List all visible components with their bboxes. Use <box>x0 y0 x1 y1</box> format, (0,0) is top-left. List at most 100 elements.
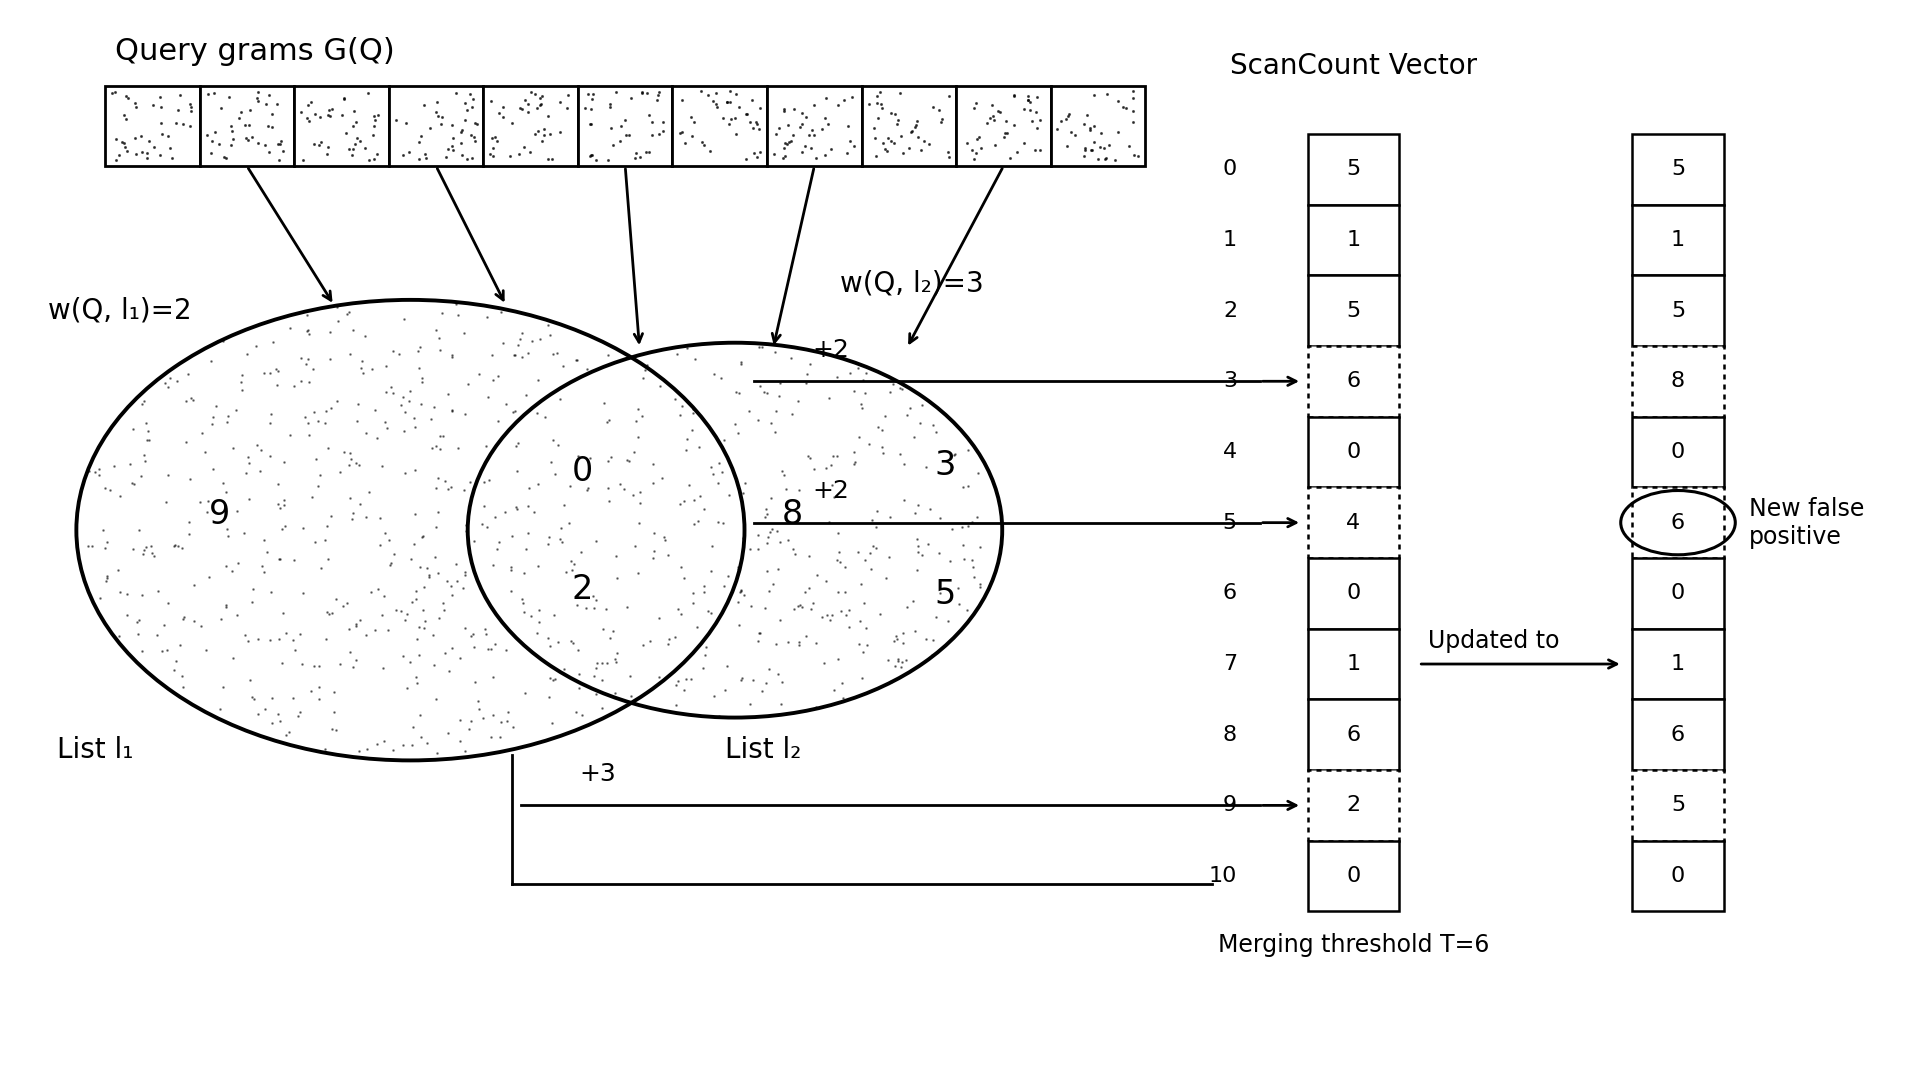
Point <box>111 88 141 105</box>
Point <box>237 129 267 146</box>
Point <box>1025 111 1056 129</box>
Point <box>145 99 176 116</box>
Point <box>533 150 563 167</box>
Point <box>496 115 527 132</box>
Point <box>601 84 632 101</box>
Point <box>477 139 508 156</box>
Text: 0: 0 <box>1670 866 1686 886</box>
Point <box>722 86 752 103</box>
Point <box>695 142 725 160</box>
Point <box>519 86 550 103</box>
Point <box>508 138 538 155</box>
Bar <box>1308 134 1399 205</box>
Point <box>162 102 193 119</box>
Point <box>145 114 176 131</box>
Point <box>647 122 678 139</box>
Bar <box>1632 417 1724 487</box>
Point <box>670 135 701 152</box>
Point <box>1107 99 1138 116</box>
Point <box>865 95 895 112</box>
Bar <box>105 86 200 166</box>
Point <box>886 85 916 102</box>
Point <box>447 121 477 138</box>
Text: 5: 5 <box>934 578 956 610</box>
Text: w(Q, l₁)=2: w(Q, l₁)=2 <box>48 297 191 325</box>
Text: 6: 6 <box>1670 513 1686 532</box>
Point <box>99 84 130 101</box>
Point <box>832 145 863 162</box>
Point <box>139 138 170 155</box>
Bar <box>483 86 578 166</box>
Point <box>304 136 334 153</box>
Point <box>359 112 389 130</box>
Bar <box>1632 558 1724 629</box>
Point <box>767 100 798 117</box>
Point <box>523 122 554 139</box>
Text: 6: 6 <box>1346 725 1361 744</box>
Bar <box>1632 699 1724 770</box>
Point <box>483 105 514 122</box>
Point <box>1050 110 1080 127</box>
Point <box>1119 114 1149 131</box>
Point <box>598 136 628 153</box>
Point <box>487 99 517 116</box>
Point <box>120 130 151 147</box>
Text: 3: 3 <box>934 450 956 482</box>
Point <box>724 99 754 116</box>
Point <box>685 82 716 100</box>
Point <box>155 139 185 156</box>
Text: Query grams G(Q): Query grams G(Q) <box>115 37 395 66</box>
Point <box>809 147 840 164</box>
Point <box>109 138 139 155</box>
Point <box>101 152 132 169</box>
Text: 0: 0 <box>1670 442 1686 462</box>
Point <box>97 85 128 102</box>
Point <box>1079 117 1109 134</box>
Point <box>716 93 746 110</box>
Point <box>388 146 418 163</box>
Point <box>1056 123 1086 140</box>
Bar <box>1308 205 1399 275</box>
Bar <box>1308 417 1399 487</box>
Point <box>535 125 565 142</box>
Point <box>577 90 607 107</box>
Point <box>909 133 939 150</box>
Point <box>342 114 372 131</box>
Point <box>641 92 672 109</box>
Bar <box>1632 841 1724 911</box>
Point <box>1086 124 1117 141</box>
Point <box>611 126 641 144</box>
Point <box>811 90 842 107</box>
Point <box>573 85 603 102</box>
Point <box>974 109 1004 126</box>
Point <box>231 130 262 147</box>
Point <box>1021 89 1052 106</box>
Point <box>229 117 260 134</box>
Point <box>1077 141 1107 159</box>
Text: 5: 5 <box>1670 796 1686 815</box>
Point <box>1017 112 1048 130</box>
Point <box>861 94 892 111</box>
Point <box>769 139 800 156</box>
Point <box>451 111 481 129</box>
Point <box>342 130 372 147</box>
Point <box>796 139 827 156</box>
Point <box>701 85 731 102</box>
Point <box>328 90 359 107</box>
Bar <box>1632 134 1724 205</box>
Text: 1: 1 <box>1346 654 1361 674</box>
Point <box>777 126 808 144</box>
Point <box>722 125 752 142</box>
Point <box>101 131 132 148</box>
Point <box>745 121 775 138</box>
Point <box>773 117 804 134</box>
Point <box>861 148 892 165</box>
Bar <box>1050 86 1145 166</box>
Point <box>634 144 664 161</box>
Point <box>632 85 662 102</box>
Point <box>895 123 926 140</box>
Point <box>107 133 137 150</box>
Point <box>250 95 281 112</box>
Point <box>886 127 916 145</box>
Point <box>433 140 464 157</box>
